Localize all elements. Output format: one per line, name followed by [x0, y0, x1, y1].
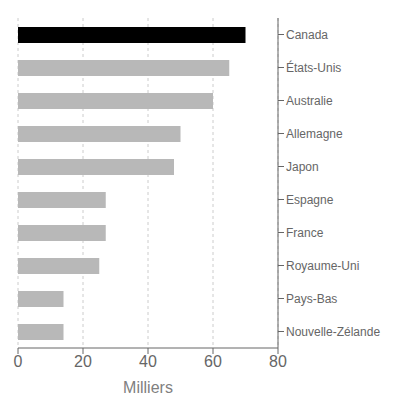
svg-text:Nouvelle-Zélande: Nouvelle-Zélande [286, 325, 380, 339]
svg-text:Canada: Canada [286, 28, 328, 42]
svg-text:80: 80 [269, 353, 287, 370]
svg-text:États-Unis: États-Unis [286, 60, 341, 75]
svg-text:Pays-Bas: Pays-Bas [286, 292, 337, 306]
svg-text:60: 60 [204, 353, 222, 370]
svg-text:Milliers: Milliers [123, 379, 173, 396]
svg-text:0: 0 [14, 353, 23, 370]
svg-text:Espagne: Espagne [286, 193, 334, 207]
svg-text:Japon: Japon [286, 160, 319, 174]
svg-text:Allemagne: Allemagne [286, 127, 343, 141]
svg-text:France: France [286, 226, 324, 240]
svg-text:40: 40 [139, 353, 157, 370]
svg-text:20: 20 [74, 353, 92, 370]
svg-text:Royaume-Uni: Royaume-Uni [286, 259, 359, 273]
svg-text:Australie: Australie [286, 94, 333, 108]
